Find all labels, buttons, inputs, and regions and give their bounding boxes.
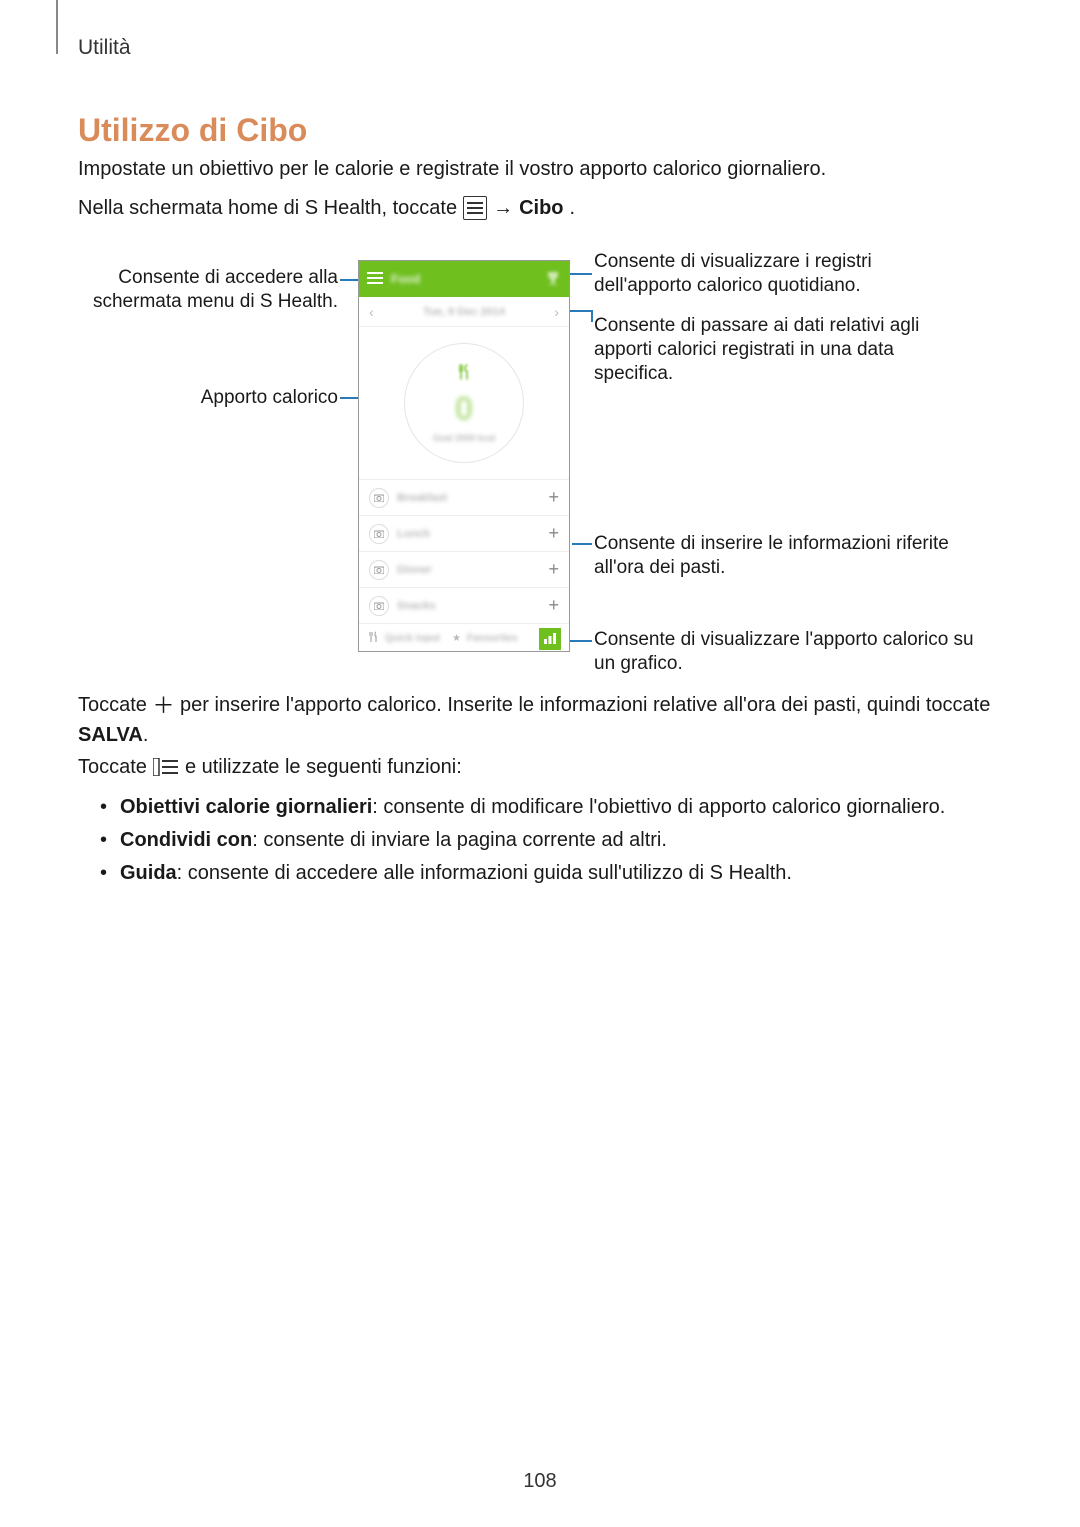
app-header: Food	[359, 261, 569, 297]
callout-meal-info: Consente di inserire le informazioni rif…	[594, 532, 974, 580]
callout-date-nav: Consente di passare ai dati relativi agl…	[594, 314, 974, 385]
p1-pre: Toccate	[78, 694, 152, 716]
section-title: Utilizzo di Cibo	[78, 112, 307, 149]
bullet-text: : consente di accedere alle informazioni…	[177, 862, 792, 884]
calorie-gauge: 0 Goal 2000 kcal	[359, 327, 569, 479]
bottom-toolbar: Quick input ★ Favourites	[359, 623, 569, 653]
plus-icon: ＋	[152, 695, 174, 717]
star-icon[interactable]: ★	[452, 633, 461, 644]
paragraph-menu-functions: Toccate e utilizzate le seguenti funzion…	[78, 752, 1002, 782]
bullet-text: : consente di modificare l'obiettivo di …	[372, 796, 945, 818]
add-meal-button[interactable]: +	[548, 595, 559, 616]
favourites-label: Favourites	[467, 633, 518, 644]
current-date: Tue, 9 Dec 2014	[423, 306, 505, 318]
meal-row: Lunch +	[359, 515, 569, 551]
p1-post: per inserire l'apporto calorico. Inserit…	[175, 694, 991, 716]
meal-list: Breakfast + Lunch + Dinner + Snacks +	[359, 479, 569, 623]
callout-daily-log: Consente di visualizzare i registri dell…	[594, 250, 954, 298]
camera-icon[interactable]	[369, 524, 389, 544]
page-margin-line	[56, 0, 58, 54]
breadcrumb: Utilità	[78, 36, 131, 60]
fork-knife-icon	[455, 363, 473, 386]
paragraph-add-calorie: Toccate ＋ per inserire l'apporto caloric…	[78, 690, 1002, 750]
instruction-arrow: →	[493, 197, 513, 220]
trophy-icon[interactable]	[545, 270, 561, 289]
add-meal-button[interactable]: +	[548, 487, 559, 508]
list-item: Guida: consente di accedere alle informa…	[100, 862, 1002, 885]
callout-calorie: Apporto calorico	[78, 386, 338, 410]
app-title: Food	[391, 272, 420, 286]
callout-chart: Consente di visualizzare l'apporto calor…	[594, 628, 974, 676]
meal-row: Breakfast +	[359, 479, 569, 515]
list-item: Condividi con: consente di inviare la pa…	[100, 829, 1002, 852]
intro-paragraph: Impostate un obiettivo per le calorie e …	[78, 158, 826, 181]
fork-small-icon[interactable]	[367, 631, 379, 646]
add-meal-button[interactable]: +	[548, 559, 559, 580]
hamburger-icon[interactable]	[367, 272, 383, 287]
p2-pre: Toccate	[78, 752, 147, 782]
p1-period: .	[143, 724, 149, 746]
meal-label: Snacks	[397, 600, 436, 612]
chevron-left-icon[interactable]: ‹	[369, 304, 374, 320]
save-label: SALVA	[78, 724, 143, 746]
calorie-goal: Goal 2000 kcal	[433, 433, 496, 443]
bullet-title: Guida	[120, 862, 177, 884]
instruction-prefix: Nella schermata home di S Health, toccat…	[78, 197, 457, 220]
meal-label: Lunch	[397, 528, 430, 540]
list-item: Obiettivi calorie giornalieri: consente …	[100, 796, 1002, 819]
chart-icon[interactable]	[539, 628, 561, 650]
function-list: Obiettivi calorie giornalieri: consente …	[100, 786, 1002, 885]
annotated-screenshot: Consente di accedere alla schermata menu…	[78, 250, 1002, 680]
quick-input-label: Quick input	[385, 633, 440, 644]
callout-menu-access: Consente di accedere alla schermata menu…	[78, 266, 338, 314]
bullet-title: Condividi con	[120, 829, 252, 851]
chevron-right-icon[interactable]: ›	[554, 304, 559, 320]
menu-icon	[463, 196, 487, 220]
instruction-line: Nella schermata home di S Health, toccat…	[78, 196, 575, 220]
bullet-title: Obiettivi calorie giornalieri	[120, 796, 372, 818]
phone-screenshot: Food ‹ Tue, 9 Dec 2014 › 0 Goal 2000 kca…	[358, 260, 570, 652]
callout-line	[591, 310, 593, 322]
callout-line	[572, 543, 592, 545]
callout-line	[570, 640, 592, 642]
meal-label: Breakfast	[397, 492, 447, 504]
meal-row: Snacks +	[359, 587, 569, 623]
instruction-period: .	[570, 197, 576, 220]
add-meal-button[interactable]: +	[548, 523, 559, 544]
instruction-target: Cibo	[519, 197, 563, 220]
camera-icon[interactable]	[369, 560, 389, 580]
page-number: 108	[0, 1470, 1080, 1493]
p2-post: e utilizzate le seguenti funzioni:	[185, 752, 462, 782]
calorie-value: 0	[455, 390, 474, 429]
camera-icon[interactable]	[369, 596, 389, 616]
bullet-text: : consente di inviare la pagina corrente…	[252, 829, 667, 851]
camera-icon[interactable]	[369, 488, 389, 508]
meal-row: Dinner +	[359, 551, 569, 587]
meal-label: Dinner	[397, 564, 432, 576]
date-nav-row: ‹ Tue, 9 Dec 2014 ›	[359, 297, 569, 327]
menu-icon	[153, 758, 179, 776]
